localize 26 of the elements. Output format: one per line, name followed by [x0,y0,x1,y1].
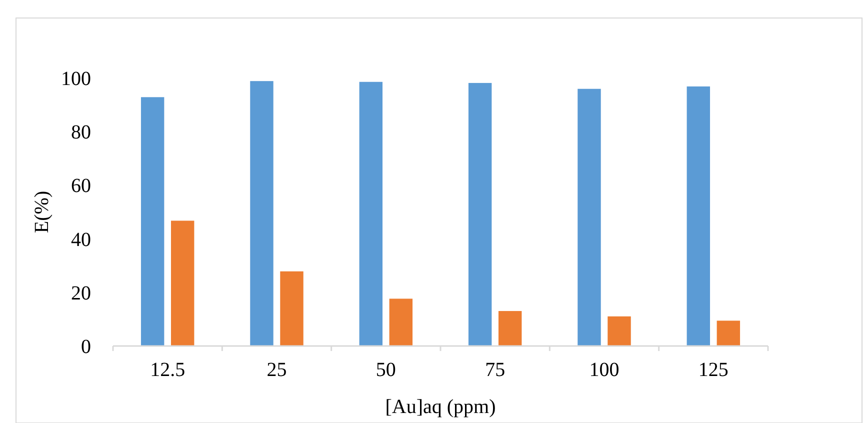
y-axis-title: E(%) [31,190,53,234]
bar [249,80,274,346]
x-tick-label: 100 [589,359,620,381]
bar [576,88,602,346]
bar [716,320,741,346]
bar [498,310,522,346]
y-tick-label: 60 [71,175,91,198]
y-tick-label: 40 [71,228,91,251]
x-tick-label: 12.5 [150,359,186,381]
x-tick-label: 50 [376,359,396,381]
x-axis-title: [Au]aq (ppm) [385,396,496,418]
bar [388,298,414,346]
y-tick-label: 20 [71,282,91,304]
bar [170,220,195,346]
bar [140,96,165,346]
x-tick-label: 125 [698,359,728,381]
x-tick-label: 75 [485,359,506,381]
bar [279,270,304,346]
y-tick-label: 100 [61,68,91,90]
bar [606,316,632,346]
bar [686,86,711,346]
y-tick-label: 0 [81,336,91,358]
x-tick-label: 25 [266,359,287,381]
bar [358,81,384,346]
y-tick-label: 80 [71,122,91,144]
bar [468,82,492,346]
